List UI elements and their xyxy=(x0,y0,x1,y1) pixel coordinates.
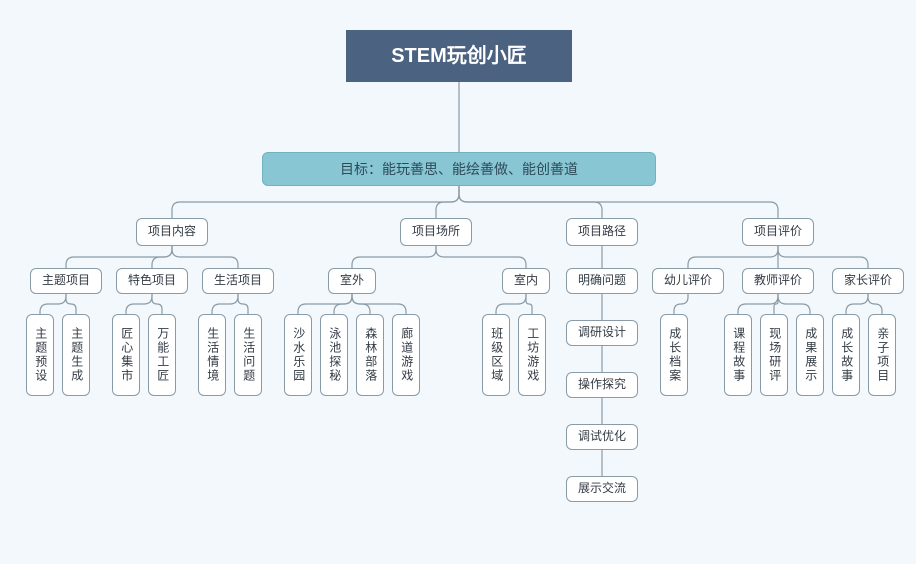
edge-indoor-i1 xyxy=(496,294,526,314)
edge-theme-t1 xyxy=(40,294,66,314)
node-i2: 工坊游戏 xyxy=(518,314,546,396)
edge-goal-eval xyxy=(459,186,778,218)
edge-teacher-te2 xyxy=(774,294,778,314)
node-q3: 操作探究 xyxy=(566,372,638,398)
edge-outdoor-o3 xyxy=(352,294,370,314)
node-indoor: 室内 xyxy=(502,268,550,294)
node-goal: 目标：能玩善思、能绘善做、能创善道 xyxy=(262,152,656,186)
node-i1: 班级区域 xyxy=(482,314,510,396)
node-s1: 匠心集市 xyxy=(112,314,140,396)
node-o1: 沙水乐园 xyxy=(284,314,312,396)
node-q5: 展示交流 xyxy=(566,476,638,502)
edge-eval-kid xyxy=(688,246,778,268)
edge-teacher-te3 xyxy=(778,294,810,314)
edge-kid-k1 xyxy=(674,294,688,314)
node-content: 项目内容 xyxy=(136,218,208,246)
node-l1: 生活情境 xyxy=(198,314,226,396)
node-parent: 家长评价 xyxy=(832,268,904,294)
node-q1: 明确问题 xyxy=(566,268,638,294)
edge-goal-place xyxy=(436,186,459,218)
node-t2: 主题生成 xyxy=(62,314,90,396)
node-q4: 调试优化 xyxy=(566,424,638,450)
node-te2: 现场研评 xyxy=(760,314,788,396)
edge-place-outdoor xyxy=(352,246,436,268)
edge-goal-content xyxy=(172,186,459,218)
edge-special-s1 xyxy=(126,294,152,314)
node-p1: 成长故事 xyxy=(832,314,860,396)
edge-special-s2 xyxy=(152,294,162,314)
edge-life-l2 xyxy=(238,294,248,314)
edge-parent-p2 xyxy=(868,294,882,314)
node-place: 项目场所 xyxy=(400,218,472,246)
node-te3: 成果展示 xyxy=(796,314,824,396)
node-k1: 成长档案 xyxy=(660,314,688,396)
node-l2: 生活问题 xyxy=(234,314,262,396)
node-path: 项目路径 xyxy=(566,218,638,246)
node-root: STEM玩创小匠 xyxy=(346,30,572,82)
node-o4: 廊道游戏 xyxy=(392,314,420,396)
node-outdoor: 室外 xyxy=(328,268,376,294)
node-t1: 主题预设 xyxy=(26,314,54,396)
node-o3: 森林部落 xyxy=(356,314,384,396)
edge-parent-p1 xyxy=(846,294,868,314)
node-special: 特色项目 xyxy=(116,268,188,294)
edge-outdoor-o1 xyxy=(298,294,352,314)
edge-goal-path xyxy=(459,186,602,218)
edge-eval-parent xyxy=(778,246,868,268)
node-eval: 项目评价 xyxy=(742,218,814,246)
edge-indoor-i2 xyxy=(526,294,532,314)
node-teacher: 教师评价 xyxy=(742,268,814,294)
node-te1: 课程故事 xyxy=(724,314,752,396)
node-s2: 万能工匠 xyxy=(148,314,176,396)
edge-place-indoor xyxy=(436,246,526,268)
edge-outdoor-o4 xyxy=(352,294,406,314)
node-kid: 幼儿评价 xyxy=(652,268,724,294)
edge-theme-t2 xyxy=(66,294,76,314)
node-theme: 主题项目 xyxy=(30,268,102,294)
edge-outdoor-o2 xyxy=(334,294,352,314)
edge-content-life xyxy=(172,246,238,268)
node-o2: 泳池探秘 xyxy=(320,314,348,396)
edge-content-theme xyxy=(66,246,172,268)
edge-teacher-te1 xyxy=(738,294,778,314)
node-q2: 调研设计 xyxy=(566,320,638,346)
edge-life-l1 xyxy=(212,294,238,314)
node-life: 生活项目 xyxy=(202,268,274,294)
edge-content-special xyxy=(152,246,172,268)
node-p2: 亲子项目 xyxy=(868,314,896,396)
